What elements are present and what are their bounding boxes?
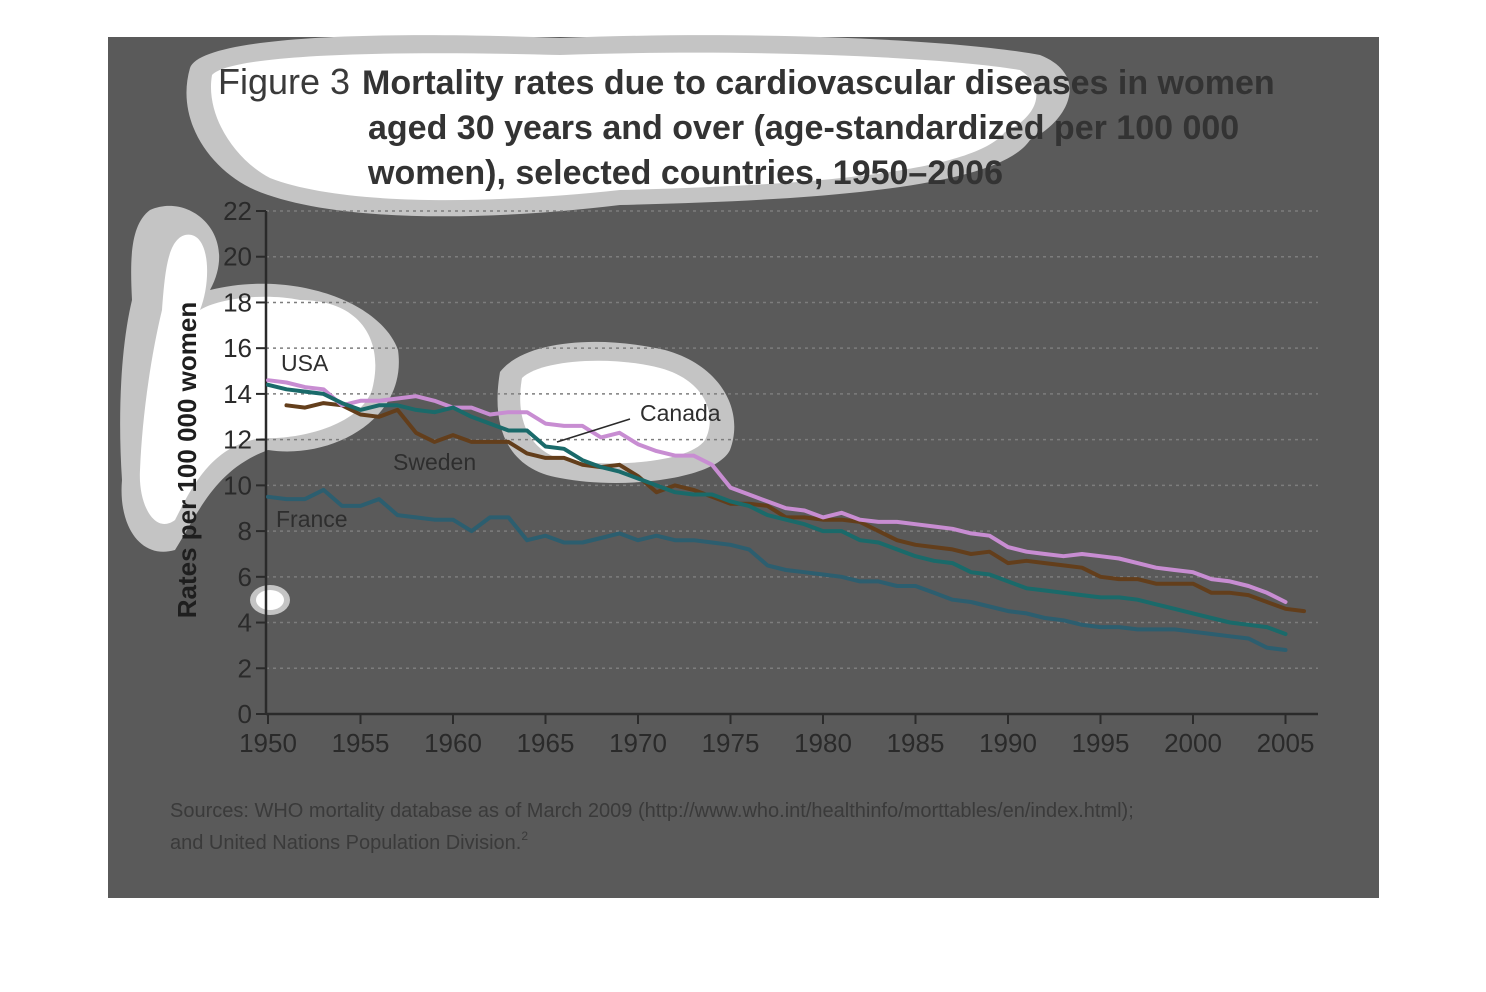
x-ticks: 1950 1955 1960 1965 1970 1975 1980 1985 1990 1995… xyxy=(239,714,1314,758)
left-blob xyxy=(139,234,376,524)
series-label-france: France xyxy=(276,506,348,532)
x-tick-label: 1990 xyxy=(979,728,1037,758)
gridlines xyxy=(266,210,1318,670)
figure-title-line-1: Mortality rates due to cardiovascular di… xyxy=(362,64,1275,102)
x-tick-label: 1985 xyxy=(887,728,945,758)
series-line-france xyxy=(266,487,1288,652)
x-tick-label: 1960 xyxy=(424,728,482,758)
series-label-canada: Canada xyxy=(640,400,721,426)
series-line-usa xyxy=(266,382,1288,636)
y-tick-label: 6 xyxy=(238,562,252,592)
source-line-2: and United Nations Population Division.2 xyxy=(170,829,528,854)
x-tick-label: 1970 xyxy=(609,728,667,758)
source-line-2-text: and United Nations Population Division. xyxy=(170,832,521,854)
y-tick-label: 12 xyxy=(223,425,252,455)
series-lines xyxy=(266,378,1306,652)
series-label-usa: USA xyxy=(281,350,329,376)
x-tick-label: 1995 xyxy=(1072,728,1130,758)
y-tick-label: 16 xyxy=(223,333,252,363)
x-tick-label: 1950 xyxy=(239,728,297,758)
y-tick-label: 2 xyxy=(238,653,252,683)
x-tick-label: 2005 xyxy=(1257,728,1315,758)
series-line-canada xyxy=(266,378,1288,604)
y-tick-label: 10 xyxy=(223,470,252,500)
y-ticks: 0 2 4 6 8 10 12 14 16 18 20 22 xyxy=(223,196,266,729)
x-tick-label: 1975 xyxy=(702,728,760,758)
highlight-blobs xyxy=(120,35,1070,615)
y-axis-label: Rates per 100 000 women xyxy=(172,302,202,619)
axes xyxy=(264,211,1318,716)
series-line-sweden xyxy=(284,401,1306,614)
source-footnote: 2 xyxy=(521,829,528,843)
y-tick-label: 20 xyxy=(223,242,252,272)
y-tick-label: 0 xyxy=(238,699,252,729)
y-tick-label: 8 xyxy=(238,516,252,546)
y-tick-label: 4 xyxy=(238,608,252,638)
x-tick-label: 1965 xyxy=(517,728,575,758)
figure-prefix: Figure 3 xyxy=(218,61,350,102)
y-tick-label: 14 xyxy=(223,379,252,409)
canada-leader-line xyxy=(556,418,631,443)
x-tick-label: 1955 xyxy=(332,728,390,758)
x-tick-label: 2000 xyxy=(1164,728,1222,758)
x-tick-label: 1980 xyxy=(794,728,852,758)
y-tick-label: 22 xyxy=(223,196,252,226)
title-blob xyxy=(210,52,1037,201)
middle-blob xyxy=(520,360,710,464)
source-line-1: Sources: WHO mortality database as of Ma… xyxy=(170,800,1134,822)
small-blob xyxy=(256,590,284,610)
series-label-sweden: Sweden xyxy=(393,449,476,475)
figure-title-line-3: women), selected countries, 1950–2006 xyxy=(367,154,1003,192)
y-tick-label: 18 xyxy=(223,287,252,317)
figure-title-line-2: aged 30 years and over (age-standardized… xyxy=(368,109,1239,147)
